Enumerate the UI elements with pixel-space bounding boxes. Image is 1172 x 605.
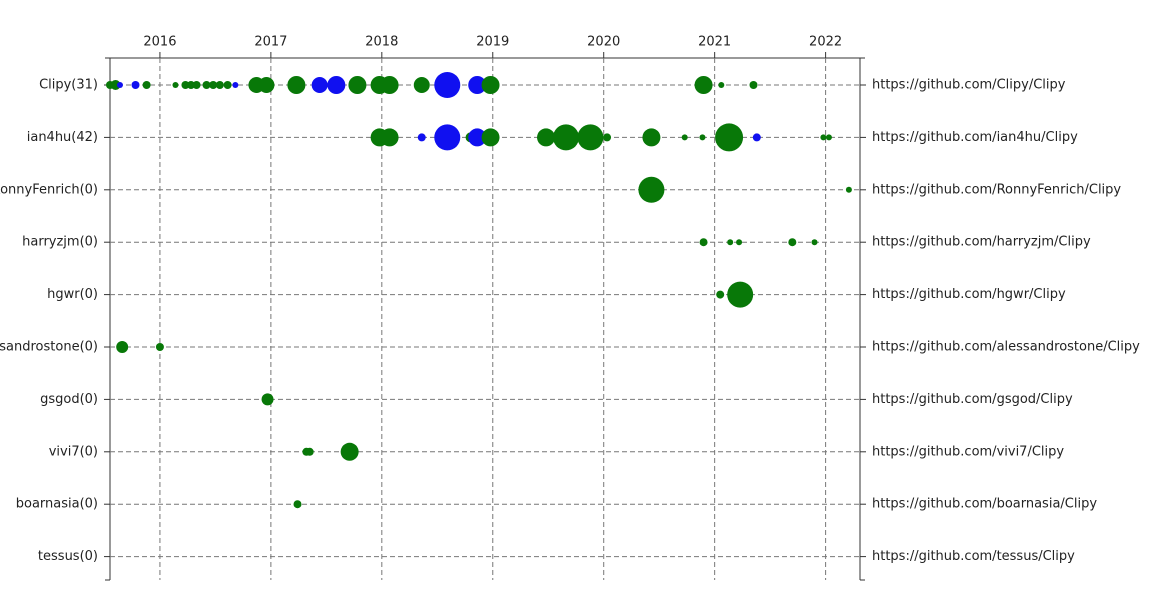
bubble — [417, 133, 426, 142]
bubble — [788, 238, 797, 247]
bubble — [638, 176, 665, 203]
x-tick-label: 2020 — [587, 35, 620, 50]
bubble — [434, 72, 461, 98]
bubble — [223, 81, 232, 89]
bubble — [481, 76, 500, 94]
bubble — [209, 81, 218, 89]
row-url: https://github.com/tessus/Clipy — [872, 549, 1075, 564]
row-label: harryzjm(0) — [22, 235, 98, 250]
bubble — [468, 76, 487, 94]
row-url: https://github.com/RonnyFenrich/Clipy — [872, 182, 1121, 197]
row-label: gsgod(0) — [40, 392, 98, 407]
bubble — [305, 447, 314, 456]
x-tick-label: 2018 — [365, 35, 398, 50]
bubble — [202, 81, 211, 89]
bubble — [736, 239, 743, 246]
row-url: https://github.com/alessandrostone/Clipy — [872, 340, 1140, 355]
bubble — [155, 343, 164, 351]
x-tick-label: 2021 — [698, 35, 731, 50]
bubble — [380, 128, 399, 147]
bubble — [287, 76, 306, 94]
bubble — [413, 77, 430, 93]
bubble — [434, 124, 461, 151]
bubble — [348, 76, 367, 94]
bubble — [110, 80, 121, 90]
bubble — [232, 82, 239, 88]
bubble — [116, 341, 129, 353]
bubble — [699, 134, 706, 141]
bubble — [752, 133, 761, 142]
bubble — [131, 81, 140, 89]
bubble — [603, 133, 612, 142]
row-label: alessandrostone(0) — [0, 340, 98, 355]
x-tick-label: 2022 — [809, 35, 842, 50]
row-label: hgwr(0) — [47, 287, 98, 302]
row-label: tessus(0) — [38, 549, 98, 564]
row-label: Clipy(31) — [39, 78, 98, 93]
row-url: https://github.com/harryzjm/Clipy — [872, 235, 1091, 250]
bubble — [468, 128, 487, 147]
bubble — [293, 500, 302, 509]
bubble — [716, 290, 725, 299]
bubble — [116, 82, 123, 88]
row-label: vivi7(0) — [49, 444, 98, 459]
row-url: https://github.com/Clipy/Clipy — [872, 78, 1066, 93]
row-url: https://github.com/boarnasia/Clipy — [872, 497, 1097, 512]
bubble — [186, 81, 195, 89]
bubble — [694, 76, 713, 94]
bubble — [718, 82, 725, 88]
bubble — [727, 239, 734, 246]
row-url: https://github.com/vivi7/Clipy — [872, 444, 1064, 459]
bubble — [537, 128, 556, 147]
row-url: https://github.com/hgwr/Clipy — [872, 287, 1066, 302]
row-url: https://github.com/ian4hu/Clipy — [872, 130, 1078, 145]
bubble — [192, 81, 201, 89]
bubble — [749, 81, 758, 89]
row-url: https://github.com/gsgod/Clipy — [872, 392, 1073, 407]
bubble — [215, 81, 224, 89]
bubble — [380, 76, 399, 94]
bubble — [181, 81, 190, 89]
bubble — [727, 281, 754, 308]
bubble — [577, 124, 604, 151]
bubble — [642, 128, 661, 147]
row-label: RonnyFenrich(0) — [0, 182, 98, 197]
bubble — [327, 76, 346, 94]
bubble — [552, 124, 579, 151]
row-label: boarnasia(0) — [16, 497, 98, 512]
bubble — [311, 77, 328, 93]
bubble — [481, 128, 500, 147]
x-tick-label: 2016 — [143, 35, 176, 50]
bubble — [681, 134, 688, 141]
bubble — [142, 81, 151, 89]
bubble — [261, 393, 274, 406]
x-tick-label: 2017 — [254, 35, 287, 50]
bubble — [258, 77, 275, 93]
x-tick-label: 2019 — [476, 35, 509, 50]
bubble — [820, 134, 827, 141]
bubble — [845, 186, 852, 193]
bubble — [811, 239, 818, 246]
bubble — [715, 123, 744, 152]
bubble — [825, 134, 832, 141]
bubble — [340, 442, 359, 461]
row-label: ian4hu(42) — [27, 130, 98, 145]
bubble — [699, 238, 708, 247]
bubble — [172, 82, 179, 88]
